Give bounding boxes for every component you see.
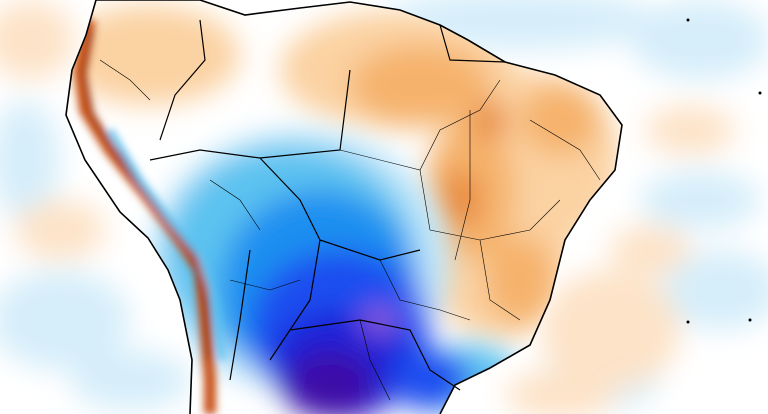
- country-border: [439, 24, 506, 63]
- island-marker: [748, 318, 752, 322]
- state-border: [454, 110, 471, 261]
- warm-region-amazon: [350, 45, 490, 125]
- cool-anomaly-layer: [150, 130, 520, 414]
- state-border: [529, 119, 601, 181]
- island-marker: [686, 18, 690, 22]
- ocean-orange-patch: [540, 270, 680, 390]
- ocean-orange-patch: [0, 0, 75, 80]
- state-border: [379, 259, 471, 321]
- andes-band: [73, 18, 225, 414]
- andes-cool-strip: [107, 128, 225, 361]
- ocean-blue-patch: [640, 170, 760, 230]
- state-border: [339, 79, 501, 171]
- boundaries: [65, 0, 623, 414]
- island-marker: [758, 91, 762, 95]
- country-border: [149, 69, 351, 161]
- warm-region-southeast: [485, 235, 555, 325]
- country-border: [229, 249, 251, 381]
- ocean-blue-patch: [630, 0, 768, 80]
- state-border: [479, 239, 521, 321]
- country-border: [289, 319, 461, 391]
- cool-region-extreme: [285, 350, 375, 414]
- state-border: [359, 319, 391, 401]
- warm-region-northeast-coast: [520, 85, 600, 155]
- ocean-blue-patch: [70, 350, 190, 410]
- state-border: [209, 179, 261, 231]
- ocean-orange-patch: [15, 200, 105, 260]
- ocean-orange-patch: [610, 225, 690, 275]
- ocean-blue-patch: [660, 250, 768, 330]
- country-border: [159, 19, 206, 141]
- ocean-orange-patch: [645, 105, 735, 155]
- ocean-orange-patch: [505, 370, 615, 414]
- coastline: [65, 0, 623, 414]
- island-marker: [686, 320, 690, 324]
- country-border: [269, 239, 321, 361]
- ocean-blue-patch: [0, 270, 130, 370]
- state-border: [99, 59, 151, 101]
- island-markers: [686, 18, 762, 324]
- warm-hotspot: [440, 170, 480, 230]
- ocean-blue-patch: [0, 100, 60, 220]
- cool-region-peak: [360, 305, 400, 335]
- state-border: [229, 279, 301, 291]
- warm-region-northwest: [66, 5, 240, 105]
- warm-hotspot: [472, 100, 508, 140]
